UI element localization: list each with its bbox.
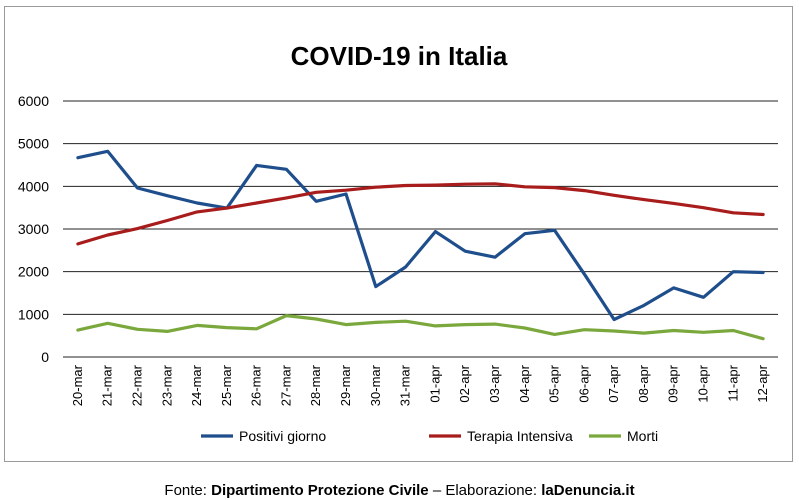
x-tick-label: 20-mar: [70, 364, 85, 406]
legend-label: Morti: [627, 428, 658, 444]
x-tick-label: 02-apr: [457, 364, 472, 402]
x-tick-label: 31-mar: [398, 364, 413, 406]
y-tick-label: 2000: [18, 264, 49, 280]
footer-separator: – Elaborazione:: [428, 482, 542, 499]
x-tick-label: 08-apr: [636, 364, 651, 402]
series-line-2: [76, 314, 765, 341]
x-tick-label: 09-apr: [666, 364, 681, 402]
x-tick-label: 11-apr: [725, 364, 740, 401]
chart-title: COVID-19 in Italia: [291, 41, 508, 71]
y-tick-label: 6000: [18, 93, 49, 109]
footer-prefix: Fonte:: [164, 482, 212, 499]
x-tick-label: 30-mar: [368, 364, 383, 406]
x-tick-label: 24-mar: [189, 364, 204, 406]
x-tick-label: 07-apr: [606, 364, 621, 402]
line-chart: COVID-19 in Italia 0 1000 2000 3000 4000 5000…: [18, 41, 778, 444]
series-line-0: [76, 149, 765, 322]
x-tick-label: 01-apr: [427, 364, 442, 402]
x-axis-ticks: 20-mar 21-mar 22-mar 23-mar 24-mar 25-mar 26-m…: [70, 364, 770, 406]
legend-label: Terapia Intensiva: [467, 428, 573, 444]
footer-author: laDenuncia.it: [541, 482, 635, 499]
footer-credit: Fonte: Dipartimento Protezione Civile – …: [0, 482, 799, 499]
x-tick-label: 29-mar: [338, 364, 353, 406]
x-tick-label: 21-mar: [100, 364, 115, 406]
x-tick-label: 05-apr: [547, 364, 562, 402]
series-line-1: [76, 182, 765, 246]
x-tick-label: 27-mar: [278, 364, 293, 406]
x-tick-label: 26-mar: [249, 364, 264, 406]
y-axis-ticks: 0 1000 2000 3000 4000 5000 6000: [18, 93, 49, 365]
y-tick-label: 3000: [18, 221, 49, 237]
x-tick-label: 04-apr: [517, 364, 532, 402]
series-lines: [76, 149, 765, 341]
x-tick-label: 22-mar: [129, 364, 144, 406]
y-tick-label: 0: [41, 349, 49, 365]
x-tick-label: 12-apr: [755, 364, 770, 402]
footer-source: Dipartimento Protezione Civile: [211, 482, 429, 499]
y-tick-label: 1000: [18, 306, 49, 322]
x-tick-label: 10-apr: [696, 364, 711, 402]
x-tick-label: 06-apr: [576, 364, 591, 402]
chart-frame: COVID-19 in Italia 0 1000 2000 3000 4000 5000…: [4, 6, 793, 462]
y-tick-label: 5000: [18, 136, 49, 152]
x-tick-label: 03-apr: [487, 364, 502, 402]
y-tick-label: 4000: [18, 178, 49, 194]
x-tick-label: 23-mar: [159, 364, 174, 406]
grid-lines: [63, 100, 778, 358]
x-tick-label: 25-mar: [219, 364, 234, 406]
legend: Positivi giorno Terapia Intensiva Morti: [201, 428, 658, 444]
legend-label: Positivi giorno: [239, 428, 326, 444]
x-tick-label: 28-mar: [308, 364, 323, 406]
